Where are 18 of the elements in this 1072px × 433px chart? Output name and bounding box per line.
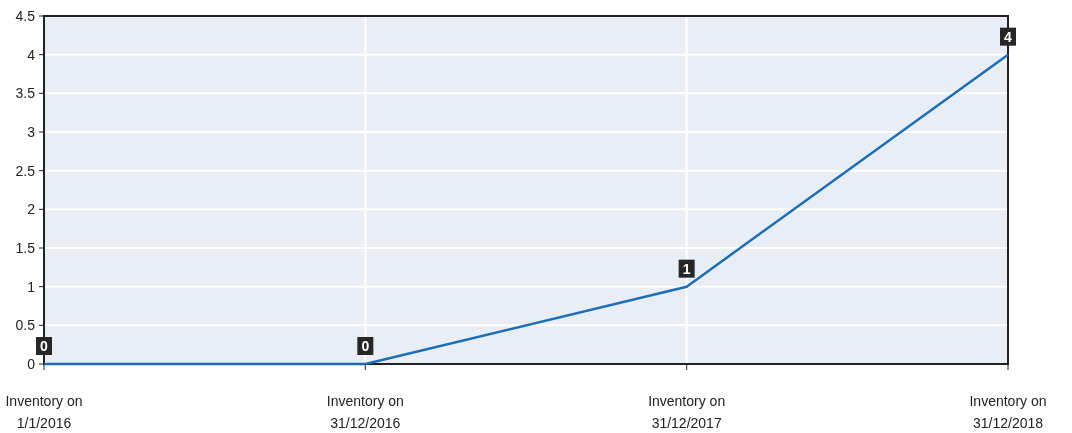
x-tick-label: Inventory on 31/12/2017 [648,393,726,431]
y-tick-label: 1 [27,278,36,295]
y-tick-label: 1.5 [15,240,36,256]
y-tick-label: 3.5 [15,85,36,102]
y-tick-label: 3 [27,124,36,140]
y-tick-label: 4 [27,46,36,63]
y-tick-label: 0 [27,356,36,372]
x-tick-label: Inventory on 31/12/2016 [326,393,404,431]
x-tick-label: Inventory on 31/12/2018 [969,393,1047,431]
y-tick-label: 0.5 [15,317,36,334]
y-tick-label: 2.5 [15,162,36,179]
data-label: 0 [40,338,49,354]
data-label: 4 [1004,28,1013,45]
y-tick-label: 2 [27,201,36,218]
x-tick-label: Inventory on 1/1/2016 [5,393,83,431]
data-label: 1 [682,260,691,277]
y-tick-label: 4.5 [15,8,36,24]
data-label: 0 [361,338,370,354]
